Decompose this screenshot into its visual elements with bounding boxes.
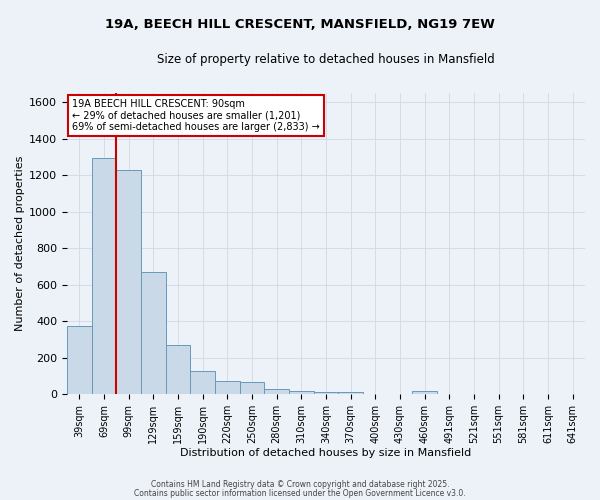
Bar — [190, 372, 215, 394]
Bar — [265, 389, 289, 394]
Text: 19A BEECH HILL CRESCENT: 90sqm
← 29% of detached houses are smaller (1,201)
69% : 19A BEECH HILL CRESCENT: 90sqm ← 29% of … — [72, 99, 320, 132]
Bar — [412, 392, 437, 394]
Bar — [338, 392, 363, 394]
Bar — [141, 272, 166, 394]
X-axis label: Distribution of detached houses by size in Mansfield: Distribution of detached houses by size … — [181, 448, 472, 458]
Y-axis label: Number of detached properties: Number of detached properties — [15, 156, 25, 332]
Title: Size of property relative to detached houses in Mansfield: Size of property relative to detached ho… — [157, 52, 495, 66]
Bar — [116, 170, 141, 394]
Text: Contains public sector information licensed under the Open Government Licence v3: Contains public sector information licen… — [134, 488, 466, 498]
Bar — [239, 382, 265, 394]
Bar — [67, 326, 92, 394]
Bar — [92, 158, 116, 394]
Bar — [215, 382, 239, 394]
Text: Contains HM Land Registry data © Crown copyright and database right 2025.: Contains HM Land Registry data © Crown c… — [151, 480, 449, 489]
Bar — [166, 345, 190, 394]
Text: 19A, BEECH HILL CRESCENT, MANSFIELD, NG19 7EW: 19A, BEECH HILL CRESCENT, MANSFIELD, NG1… — [105, 18, 495, 30]
Bar — [289, 392, 314, 394]
Bar — [314, 392, 338, 394]
